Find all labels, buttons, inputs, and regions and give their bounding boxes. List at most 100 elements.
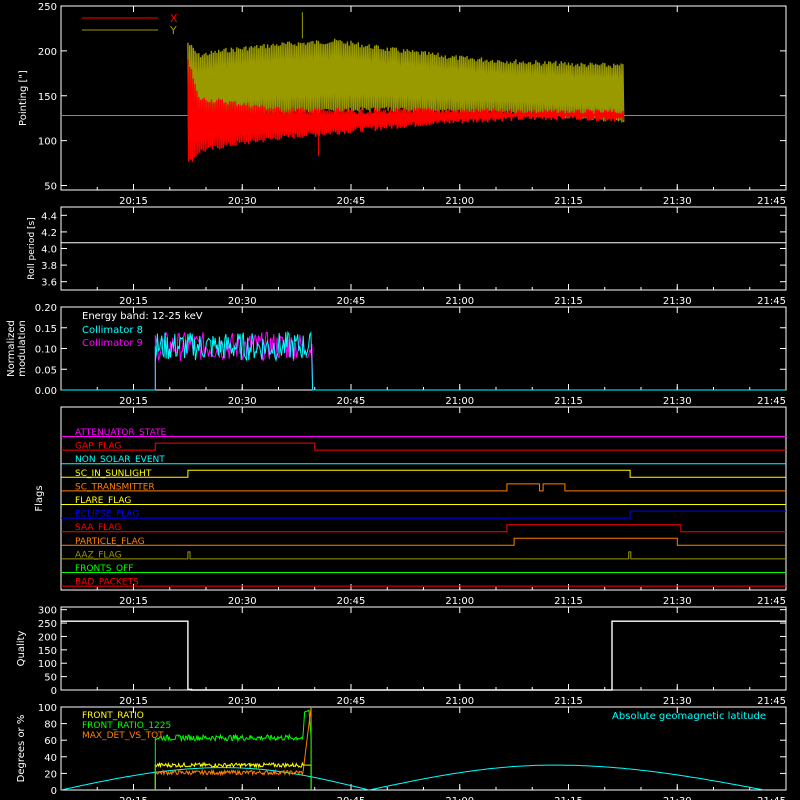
y-tick-label: 50 bbox=[44, 182, 57, 193]
legend-label-ratio: FRONT_RATIO bbox=[82, 711, 144, 721]
x-tick-label: 21:30 bbox=[663, 596, 692, 607]
y-tick-label: 100 bbox=[38, 703, 57, 714]
y-axis-label-line2: modulation bbox=[17, 320, 28, 377]
x-tick-label: 20:45 bbox=[337, 596, 366, 607]
y-tick-label: 50 bbox=[44, 673, 57, 684]
x-tick-label: 21:30 bbox=[663, 696, 692, 707]
flag-label: ATTENUATOR_STATE bbox=[75, 428, 167, 438]
x-tick-label: 20:30 bbox=[228, 196, 257, 207]
x-tick-label: 21:45 bbox=[757, 696, 786, 707]
x-tick-label: 20:15 bbox=[119, 196, 148, 207]
flag-line-sc-transmitter bbox=[61, 483, 786, 492]
panel-frame bbox=[60, 406, 787, 591]
y-tick-label: 4.2 bbox=[41, 228, 57, 239]
y-tick-label: 200 bbox=[38, 47, 57, 58]
y-tick-label: 4.4 bbox=[41, 211, 57, 222]
y-tick-label: 0.15 bbox=[35, 324, 57, 335]
y-tick-label: 0.10 bbox=[35, 345, 57, 356]
y-axis-label: Degrees or % bbox=[16, 715, 27, 783]
x-tick-label: 21:00 bbox=[445, 796, 474, 800]
flag-label: BAD_PACKETS bbox=[75, 578, 139, 588]
legend-label-x: X bbox=[170, 12, 178, 25]
legend-label-collimator: Collimator 9 bbox=[82, 338, 143, 349]
x-tick-label: 21:30 bbox=[663, 196, 692, 207]
panel-frame bbox=[60, 206, 787, 291]
y-tick-label: 150 bbox=[38, 92, 57, 103]
x-tick-label: 20:45 bbox=[337, 696, 366, 707]
x-tick-label: 21:45 bbox=[757, 796, 786, 800]
y-tick-label: 250 bbox=[38, 619, 57, 630]
x-tick-label: 21:30 bbox=[663, 396, 692, 407]
x-tick-label: 21:15 bbox=[554, 296, 583, 307]
flag-line-gap-flag bbox=[61, 442, 786, 451]
x-tick-label: 21:45 bbox=[757, 196, 786, 207]
flag-label: SAA_FLAG bbox=[75, 523, 121, 533]
y-tick-label: 150 bbox=[38, 646, 57, 657]
y-axis-label: Pointing ["] bbox=[18, 70, 29, 126]
y-tick-label: 3.6 bbox=[41, 278, 57, 289]
panel-2: 20:15 20:30 20:45 21:00 21:15 21:30 21:45 3.6 3.… bbox=[27, 206, 787, 307]
x-tick-label: 20:15 bbox=[119, 796, 148, 800]
legend-label-collimator: Collimator 8 bbox=[82, 325, 143, 336]
y-tick-label: 3.8 bbox=[41, 261, 57, 272]
x-tick-label: 20:15 bbox=[119, 396, 148, 407]
flag-label: AAZ_FLAG bbox=[75, 550, 122, 560]
x-tick-label: 21:30 bbox=[663, 796, 692, 800]
x-tick-label: 20:30 bbox=[228, 296, 257, 307]
y-tick-label: 100 bbox=[38, 137, 57, 148]
x-tick-label: 20:30 bbox=[228, 796, 257, 800]
x-tick-label: 21:15 bbox=[554, 196, 583, 207]
y-tick-label: 4.0 bbox=[41, 245, 57, 256]
flag-line-saa-flag bbox=[61, 524, 786, 533]
series-front-ratio-1225-line bbox=[154, 709, 312, 790]
panel-1: 20:15 20:30 20:45 21:00 21:15 21:30 21:45 50 100… bbox=[18, 2, 787, 207]
flag-line-sc-in-sunlight bbox=[61, 469, 786, 478]
y-axis-label: Flags bbox=[34, 485, 45, 511]
flag-line-eclipse-flag bbox=[61, 510, 786, 519]
y-tick-label: 0 bbox=[51, 786, 57, 797]
x-tick-label: 20:45 bbox=[337, 796, 366, 800]
flag-line-particle-flag bbox=[61, 537, 786, 546]
y-axis-label-line1: Normalized bbox=[6, 320, 17, 377]
series-max-det-vs-tot-line bbox=[154, 706, 312, 790]
series-y-line bbox=[187, 38, 625, 143]
x-tick-label: 20:30 bbox=[228, 596, 257, 607]
x-tick-label: 21:15 bbox=[554, 596, 583, 607]
x-tick-label: 21:15 bbox=[554, 696, 583, 707]
x-tick-label: 21:45 bbox=[757, 396, 786, 407]
geomagnetic-latitude-line bbox=[60, 764, 765, 791]
legend-label-ratio: FRONT_RATIO_1225 bbox=[82, 721, 171, 731]
panel-5: 20:15 20:30 20:45 21:00 21:15 21:30 21:45 0 50 10… bbox=[16, 606, 787, 707]
x-tick-label: 20:15 bbox=[119, 696, 148, 707]
y-tick-label: 20 bbox=[44, 769, 57, 780]
x-tick-label: 20:15 bbox=[119, 596, 148, 607]
y-axis-label: Quality bbox=[16, 631, 27, 667]
flag-label: SC_IN_SUNLIGHT bbox=[75, 469, 152, 479]
y-tick-label: 40 bbox=[44, 753, 57, 764]
x-tick-label: 21:00 bbox=[445, 596, 474, 607]
flag-label: FLARE_FLAG bbox=[75, 496, 131, 506]
x-tick-label: 21:00 bbox=[445, 296, 474, 307]
y-tick-label: 0 bbox=[51, 686, 57, 697]
y-tick-label: 200 bbox=[38, 632, 57, 643]
x-tick-label: 21:30 bbox=[663, 296, 692, 307]
panel-4: 20:15 20:30 20:45 21:00 21:15 21:30 21:45 Flags… bbox=[34, 406, 787, 607]
x-tick-label: 20:45 bbox=[337, 396, 366, 407]
x-tick-label: 21:00 bbox=[445, 396, 474, 407]
quality-line bbox=[61, 620, 786, 691]
x-tick-label: 21:15 bbox=[554, 796, 583, 800]
y-tick-label: 60 bbox=[44, 736, 57, 747]
flag-line-aaz-flag bbox=[61, 551, 786, 560]
latitude-legend-label: Absolute geomagnetic latitude bbox=[612, 711, 766, 722]
x-tick-label: 20:45 bbox=[337, 296, 366, 307]
series-front-ratio-line bbox=[154, 761, 312, 790]
panel-3: 20:15 20:30 20:45 21:00 21:15 21:30 21:45 0.00 0… bbox=[6, 303, 787, 407]
x-tick-label: 21:45 bbox=[757, 596, 786, 607]
x-tick-label: 20:30 bbox=[228, 696, 257, 707]
x-tick-label: 21:00 bbox=[445, 696, 474, 707]
series-x-line bbox=[187, 59, 625, 162]
legend-label-ratio: MAX_DET_VS_TOT bbox=[82, 731, 164, 741]
flag-label: ECLIPSE_FLAG bbox=[75, 510, 139, 520]
flag-label: NON_SOLAR_EVENT bbox=[75, 455, 165, 465]
